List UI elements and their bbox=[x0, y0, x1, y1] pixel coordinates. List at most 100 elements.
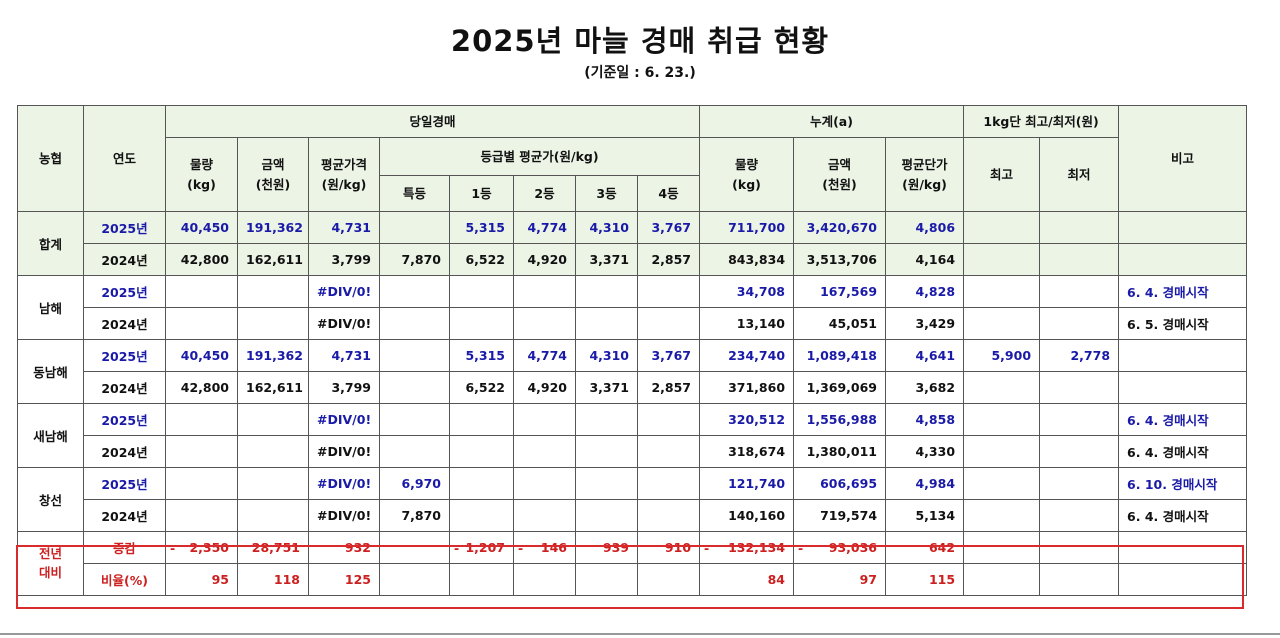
note-cell bbox=[1118, 243, 1248, 276]
grade-4-cell bbox=[636, 499, 701, 532]
avg-price-cell: 3,799 bbox=[308, 243, 380, 276]
year-cell: 2025년 bbox=[83, 467, 166, 500]
cum-amount-cell: 45,051 bbox=[793, 307, 887, 340]
grade-2-cell bbox=[513, 435, 576, 468]
ratio-grade-4-cell bbox=[636, 563, 701, 596]
ratio-max-cell bbox=[963, 563, 1041, 596]
note-cell bbox=[1118, 339, 1248, 372]
volume-cell bbox=[165, 499, 238, 532]
grade-3-cell bbox=[575, 403, 638, 436]
grade-4-cell bbox=[636, 435, 701, 468]
avg-price-cell: #DIV/0! bbox=[308, 307, 380, 340]
min-cell bbox=[1039, 243, 1120, 276]
grade-2-cell: 4,920 bbox=[513, 243, 576, 276]
ratio-grade-2-cell bbox=[513, 563, 576, 596]
note-cell: 6. 5. 경매시작 bbox=[1118, 307, 1248, 340]
avg-price-cell: 3,799 bbox=[308, 371, 380, 404]
header-cumulative: 누계(a) bbox=[699, 105, 965, 138]
grade-3-cell bbox=[575, 499, 638, 532]
volume-cell bbox=[165, 467, 238, 500]
ratio-cum-volume-cell: 84 bbox=[699, 563, 795, 596]
header-amount: 금액 (천원) bbox=[237, 137, 309, 212]
cum-amount-cell: 719,574 bbox=[793, 499, 887, 532]
divider bbox=[0, 633, 1280, 635]
coop-name: 창선 bbox=[17, 467, 84, 532]
grade-3-cell bbox=[575, 435, 638, 468]
volume-cell: 40,450 bbox=[165, 211, 238, 244]
grade-3-cell bbox=[575, 275, 638, 308]
year-cell: 2025년 bbox=[83, 403, 166, 436]
grade-4-cell bbox=[636, 403, 701, 436]
note-cell: 6. 4. 경매시작 bbox=[1118, 403, 1248, 436]
header-max-min: 1kg단 최고/최저(원) bbox=[963, 105, 1120, 138]
change-grade-3-cell: 939 bbox=[575, 531, 638, 564]
cum-volume-cell: 371,860 bbox=[699, 371, 795, 404]
avg-price-cell: #DIV/0! bbox=[308, 435, 380, 468]
change-min-cell bbox=[1039, 531, 1120, 564]
note-cell: 6. 4. 경매시작 bbox=[1118, 499, 1248, 532]
max-cell: 5,900 bbox=[963, 339, 1041, 372]
header-grade-3: 3등 bbox=[575, 175, 638, 212]
cum-amount-cell: 167,569 bbox=[793, 275, 887, 308]
cum-avg-cell: 4,641 bbox=[885, 339, 965, 372]
grade-2-cell bbox=[513, 467, 576, 500]
cum-avg-cell: 4,858 bbox=[885, 403, 965, 436]
min-cell bbox=[1039, 211, 1120, 244]
year-cell: 2024년 bbox=[83, 435, 166, 468]
change-amount-cell: 28,751 bbox=[237, 531, 309, 564]
ratio-volume-cell: 95 bbox=[165, 563, 238, 596]
coop-name: 동남해 bbox=[17, 339, 84, 404]
header-grade-avg: 등급별 평균가(원/kg) bbox=[378, 137, 701, 176]
note-cell: 6. 4. 경매시작 bbox=[1118, 435, 1248, 468]
grade-1-cell bbox=[449, 467, 514, 500]
grade-special-cell: 7,870 bbox=[379, 499, 450, 532]
grade-special-cell bbox=[379, 211, 450, 244]
min-cell bbox=[1039, 403, 1120, 436]
grade-4-cell bbox=[636, 307, 701, 340]
header-cum-volume: 물량 (kg) bbox=[699, 137, 795, 212]
max-cell bbox=[963, 371, 1041, 404]
avg-price-cell: #DIV/0! bbox=[308, 403, 380, 436]
amount-cell bbox=[237, 403, 309, 436]
grade-special-cell bbox=[379, 403, 450, 436]
change-avg-price-cell: 932 bbox=[308, 531, 380, 564]
ratio-label: 비율(%) bbox=[83, 563, 166, 596]
change-note-cell bbox=[1118, 531, 1248, 564]
grade-1-cell: 6,522 bbox=[449, 243, 514, 276]
year-cell: 2024년 bbox=[83, 243, 166, 276]
year-cell: 2025년 bbox=[83, 339, 166, 372]
ratio-grade-3-cell bbox=[575, 563, 638, 596]
grade-3-cell: 4,310 bbox=[575, 339, 638, 372]
cum-volume-cell: 121,740 bbox=[699, 467, 795, 500]
note-cell: 6. 4. 경매시작 bbox=[1118, 275, 1248, 308]
grade-special-cell: 7,870 bbox=[379, 243, 450, 276]
cum-volume-cell: 320,512 bbox=[699, 403, 795, 436]
volume-cell bbox=[165, 403, 238, 436]
grade-4-cell: 3,767 bbox=[636, 211, 701, 244]
max-cell bbox=[963, 211, 1041, 244]
grade-2-cell: 4,774 bbox=[513, 211, 576, 244]
cum-volume-cell: 318,674 bbox=[699, 435, 795, 468]
ratio-avg-price-cell: 125 bbox=[308, 563, 380, 596]
amount-cell: 162,611 bbox=[237, 371, 309, 404]
coop-name: 새남해 bbox=[17, 403, 84, 468]
grade-2-cell bbox=[513, 499, 576, 532]
grade-2-cell bbox=[513, 403, 576, 436]
cum-amount-cell: 1,380,011 bbox=[793, 435, 887, 468]
min-cell bbox=[1039, 275, 1120, 308]
change-cum-volume-cell: -132,134 bbox=[699, 531, 795, 564]
cum-volume-cell: 140,160 bbox=[699, 499, 795, 532]
ratio-grade-special-cell bbox=[379, 563, 450, 596]
amount-cell: 162,611 bbox=[237, 243, 309, 276]
grade-4-cell: 2,857 bbox=[636, 371, 701, 404]
min-cell bbox=[1039, 467, 1120, 500]
grade-3-cell: 4,310 bbox=[575, 211, 638, 244]
cum-avg-cell: 4,164 bbox=[885, 243, 965, 276]
cum-amount-cell: 3,420,670 bbox=[793, 211, 887, 244]
max-cell bbox=[963, 307, 1041, 340]
grade-3-cell bbox=[575, 467, 638, 500]
cum-avg-cell: 3,682 bbox=[885, 371, 965, 404]
cum-volume-cell: 843,834 bbox=[699, 243, 795, 276]
change-grade-4-cell: 910 bbox=[636, 531, 701, 564]
header-cum-avg: 평균단가 (원/kg) bbox=[885, 137, 965, 212]
